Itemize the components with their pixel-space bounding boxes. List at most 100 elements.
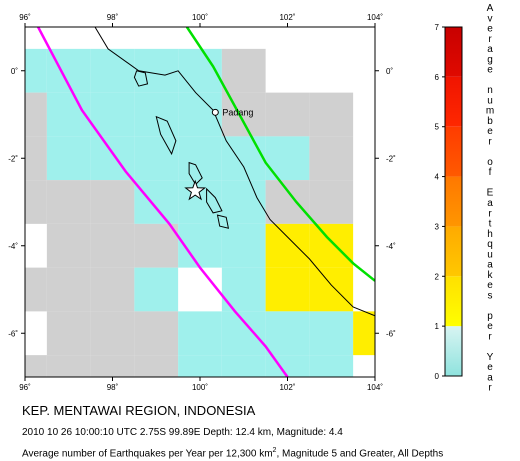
scale-title-letter: h bbox=[487, 229, 493, 240]
grid-cell bbox=[46, 136, 91, 181]
scale-tick-label: 3 bbox=[435, 222, 440, 231]
event-info: 2010 10 26 10:00:10 UTC 2.75S 99.89E Dep… bbox=[22, 427, 343, 438]
grid-cell bbox=[309, 355, 354, 377]
tectonic-lines bbox=[36, 27, 375, 377]
grid-cell bbox=[265, 180, 310, 224]
scale-segment bbox=[445, 76, 462, 127]
scale-tick-label: 4 bbox=[435, 173, 440, 182]
scale-title-letter: a bbox=[487, 44, 493, 55]
scale-title-letter: q bbox=[487, 239, 493, 250]
sumatra-coastline bbox=[94, 27, 375, 317]
grid-cell bbox=[221, 136, 266, 181]
scale-segment bbox=[445, 27, 462, 77]
scale-title-letter: r bbox=[488, 34, 492, 45]
island-outline bbox=[155, 115, 177, 156]
lon-tick-label: 96˚ bbox=[19, 383, 31, 392]
scale-title-letter: r bbox=[488, 208, 492, 219]
grid-cell bbox=[90, 355, 135, 377]
grid-cell bbox=[309, 180, 354, 224]
scale-title-letter: e bbox=[487, 321, 493, 332]
grid-cell bbox=[178, 311, 222, 356]
color-scale: 01234567AveragenumberofEarthquakesperYea… bbox=[435, 3, 495, 394]
scale-title-letter: r bbox=[488, 331, 492, 342]
fault-line bbox=[185, 27, 375, 282]
island-outline bbox=[216, 214, 230, 229]
scale-tick-label: 0 bbox=[435, 372, 440, 381]
scale-title-letter: e bbox=[487, 362, 493, 373]
scale-segment bbox=[445, 326, 462, 376]
scale-segment bbox=[445, 176, 462, 227]
grid-cell bbox=[134, 180, 179, 224]
grid-cell bbox=[309, 311, 354, 356]
scale-title-letter: Y bbox=[487, 352, 494, 363]
grid-cell bbox=[90, 311, 135, 356]
lon-tick-label: 102˚ bbox=[279, 13, 295, 22]
scale-title-letter: a bbox=[487, 260, 493, 271]
grid-cell bbox=[25, 355, 47, 377]
scale-title-letter: u bbox=[487, 249, 493, 260]
grid-cell bbox=[221, 355, 266, 377]
grid-cell bbox=[90, 92, 135, 137]
lon-tick-label: 104˚ bbox=[367, 383, 383, 392]
map-markers: Padang bbox=[184, 107, 253, 201]
grid-cell bbox=[265, 267, 310, 312]
grid-cell bbox=[134, 311, 179, 356]
scale-title-letter: e bbox=[487, 126, 493, 137]
scale-title-letter: E bbox=[487, 188, 494, 199]
scale-title-letter: e bbox=[487, 24, 493, 35]
lat-tick-label: -4˚ bbox=[8, 242, 18, 251]
scale-title-letter: e bbox=[487, 65, 493, 76]
grid-cell bbox=[353, 311, 375, 356]
lon-tick-label: 100˚ bbox=[192, 383, 208, 392]
grid-cell bbox=[46, 267, 91, 312]
scale-title-letter: p bbox=[487, 311, 493, 322]
trench-line bbox=[36, 27, 289, 377]
grid-cell bbox=[46, 223, 91, 268]
scale-segment bbox=[445, 276, 462, 327]
city-label: Padang bbox=[222, 107, 253, 117]
island-outline bbox=[188, 161, 203, 186]
grid-cell bbox=[309, 223, 354, 268]
scale-title-letter: t bbox=[489, 219, 492, 230]
grid-cell bbox=[134, 136, 179, 181]
island-outline bbox=[206, 187, 223, 214]
grid-cell bbox=[46, 92, 91, 137]
epicenter-star-icon bbox=[184, 179, 207, 201]
lat-tick-label: -2˚ bbox=[8, 154, 18, 163]
average-caption: Average number of Earthquakes per Year p… bbox=[22, 447, 443, 459]
scale-title-letter: o bbox=[487, 157, 493, 168]
grid-cell bbox=[221, 223, 266, 268]
city-marker bbox=[211, 108, 219, 116]
lon-tick-label: 96˚ bbox=[19, 13, 31, 22]
grid-cell bbox=[309, 92, 354, 137]
grid-cell bbox=[309, 267, 354, 312]
grid-cell bbox=[134, 267, 179, 312]
grid-cell bbox=[25, 180, 47, 224]
grid-cell bbox=[265, 136, 310, 181]
lon-tick-label: 98˚ bbox=[107, 383, 119, 392]
scale-title-letter: k bbox=[488, 270, 494, 281]
grid-cell bbox=[25, 48, 47, 93]
scale-title-letter: v bbox=[488, 13, 493, 24]
grid-cell bbox=[25, 92, 47, 137]
grid-cell bbox=[221, 92, 266, 137]
scale-title-letter: a bbox=[487, 372, 493, 383]
lat-tick-label: -6˚ bbox=[386, 329, 396, 338]
caption-superscript: 2 bbox=[272, 447, 277, 454]
grid-cell bbox=[90, 223, 135, 268]
grid-cell bbox=[25, 136, 47, 181]
scale-title-letter: s bbox=[488, 290, 493, 301]
scale-title-letter: g bbox=[487, 54, 493, 65]
scale-title-letter: r bbox=[488, 136, 492, 147]
seismicity-map: 96˚ 96˚ 98˚ 98˚ 100˚ 100˚ 102˚ 102˚ 104˚ 104˚ 0˚ 0˚… bbox=[8, 3, 495, 394]
scale-title-letter: r bbox=[488, 383, 492, 394]
grid-cell bbox=[90, 180, 135, 224]
lat-tick-label: 0˚ bbox=[11, 67, 18, 76]
scale-title-letter: A bbox=[487, 3, 494, 14]
grid-cell bbox=[134, 355, 179, 377]
grid-cell bbox=[221, 311, 266, 356]
scale-segment bbox=[445, 226, 462, 277]
grid-cell bbox=[46, 180, 91, 224]
grid-cell bbox=[90, 48, 135, 93]
caption-suffix: , Magnitude 5 and Greater, All Depths bbox=[276, 448, 444, 460]
